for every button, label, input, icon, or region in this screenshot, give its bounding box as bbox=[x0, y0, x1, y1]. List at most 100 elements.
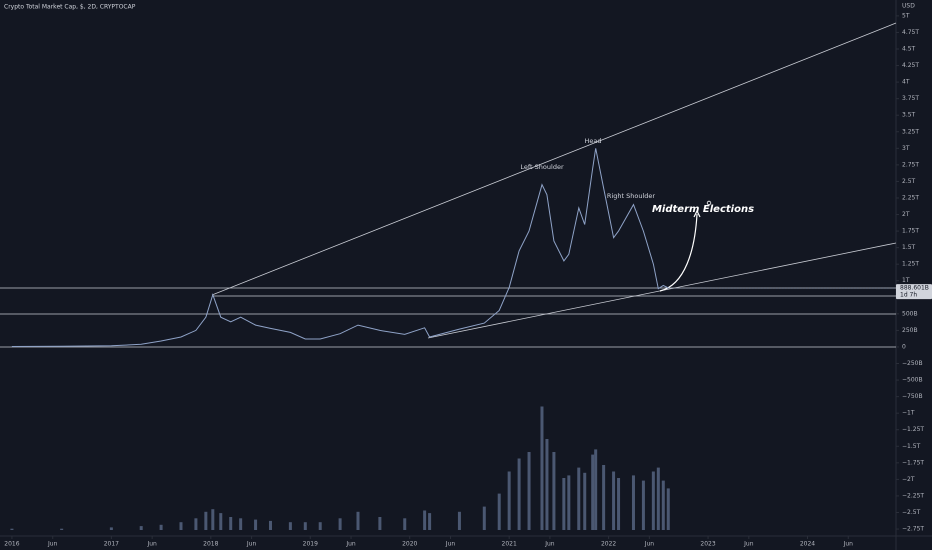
y-tick-label: 3.25T bbox=[902, 128, 919, 135]
volume-bar bbox=[612, 471, 616, 530]
x-tick-label: Jun bbox=[47, 541, 58, 548]
x-tick-label: Jun bbox=[146, 541, 157, 548]
x-tick-label: Jun bbox=[644, 541, 655, 548]
volume-bar bbox=[567, 475, 571, 530]
horizontal-lines bbox=[0, 22, 897, 348]
volume-bar bbox=[527, 452, 531, 530]
marker-dot bbox=[706, 200, 712, 206]
volume-bar bbox=[497, 493, 501, 530]
y-tick-label: 1.75T bbox=[902, 228, 919, 235]
volume-bar bbox=[403, 518, 407, 530]
volume-bar bbox=[303, 522, 307, 530]
volume-bar bbox=[591, 454, 595, 530]
x-tick-label: 2024 bbox=[800, 541, 815, 548]
volume-bar bbox=[288, 522, 292, 530]
volume-bar bbox=[457, 511, 461, 530]
x-tick-label: 2020 bbox=[402, 541, 417, 548]
y-tick-label: 2.75T bbox=[902, 161, 919, 168]
volume-bar bbox=[594, 449, 598, 530]
volume-bar bbox=[651, 471, 655, 530]
volume-bar bbox=[378, 517, 382, 530]
volume-bar bbox=[139, 526, 143, 530]
currency: USD bbox=[902, 3, 915, 10]
arrow-head bbox=[693, 209, 701, 218]
volume-bar bbox=[562, 478, 566, 530]
x-tick-label: Jun bbox=[743, 541, 754, 548]
y-tick-label: 1.5T bbox=[902, 244, 916, 251]
y-tick-label: −250B bbox=[902, 360, 923, 367]
x-tick-label: 2019 bbox=[303, 541, 318, 548]
volume-bar bbox=[602, 465, 606, 530]
y-tick-label: 3.5T bbox=[902, 112, 916, 119]
y-tick-label: −2.5T bbox=[902, 509, 921, 516]
volume-bar bbox=[577, 467, 581, 530]
volume-bar bbox=[194, 518, 198, 530]
volume-bar bbox=[159, 524, 163, 530]
y-tick-label: 4.25T bbox=[902, 62, 919, 69]
volume-bar bbox=[338, 518, 342, 530]
volume-bar bbox=[583, 472, 587, 530]
plot bbox=[11, 148, 896, 347]
annotation: Right Shoulder bbox=[607, 192, 655, 200]
volume-bar bbox=[617, 478, 621, 530]
y-tick-label: −1.5T bbox=[902, 443, 921, 450]
x-tick-label: Jun bbox=[345, 541, 356, 548]
x-tick-label: 2022 bbox=[601, 541, 616, 548]
y-tick-label: −1.25T bbox=[902, 426, 924, 433]
volume-bar bbox=[268, 520, 272, 530]
y-tick-label: 2T bbox=[902, 211, 910, 218]
trend-line bbox=[211, 22, 897, 296]
x-tick-label: Jun bbox=[843, 541, 854, 548]
y-tick-label: 3T bbox=[902, 145, 910, 152]
y-tick-label: −2T bbox=[902, 476, 915, 483]
chart-title: Crypto Total Market Cap, $, 2D, CRYPTOCA… bbox=[4, 4, 136, 11]
volume-bar bbox=[204, 511, 208, 530]
y-tick-label: −1.75T bbox=[902, 459, 924, 466]
volume-bar bbox=[219, 513, 223, 530]
x-tick-label: 2016 bbox=[4, 541, 19, 548]
price-label: 888.601B bbox=[900, 285, 929, 292]
volume-bar bbox=[552, 452, 556, 530]
volume-bar bbox=[109, 527, 113, 530]
y-tick-label: 2.5T bbox=[902, 178, 916, 185]
volume-bar bbox=[631, 475, 635, 530]
volume-bar bbox=[356, 511, 360, 530]
y-tick-label: 0 bbox=[902, 343, 906, 350]
y-tick-label: 4.75T bbox=[902, 29, 919, 36]
y-tick-label: 4.5T bbox=[902, 45, 916, 52]
arrow bbox=[659, 213, 698, 292]
volume-bar bbox=[239, 518, 243, 530]
x-tick-label: 2021 bbox=[502, 541, 517, 548]
volume-bar bbox=[254, 519, 258, 530]
volume-bar bbox=[60, 528, 64, 530]
volume-bar bbox=[641, 480, 645, 530]
y-tick-label: 4T bbox=[902, 79, 910, 86]
volume-bar bbox=[545, 439, 549, 530]
volume-bar bbox=[666, 488, 670, 530]
annotation: Head bbox=[585, 137, 602, 145]
x-tick-label: 2017 bbox=[104, 541, 119, 548]
y-tick-label: 500B bbox=[902, 310, 918, 317]
x-tick-label: 2018 bbox=[203, 541, 218, 548]
countdown: 1d 7h bbox=[900, 292, 917, 299]
volume-bar bbox=[10, 528, 14, 530]
volume-bar bbox=[540, 406, 544, 530]
volume-bar bbox=[211, 509, 215, 530]
volume-bar bbox=[517, 458, 521, 530]
x-tick-label: Jun bbox=[246, 541, 257, 548]
y-tick-label: 3.75T bbox=[902, 95, 919, 102]
y-tick-label: −1T bbox=[902, 410, 915, 417]
volume-bar bbox=[423, 510, 427, 530]
annotation: Left Shoulder bbox=[520, 163, 564, 171]
volume-layer bbox=[10, 406, 670, 530]
x-tick-label: Jun bbox=[544, 541, 555, 548]
volume-bar bbox=[482, 506, 486, 530]
volume-bar bbox=[179, 522, 183, 530]
x-tick-label: 2023 bbox=[700, 541, 715, 548]
x-tick-label: Jun bbox=[445, 541, 456, 548]
y-tick-label: −750B bbox=[902, 393, 923, 400]
y-tick-label: 250B bbox=[902, 327, 918, 334]
y-tick-label: 2.25T bbox=[902, 194, 919, 201]
y-tick-label: 1.25T bbox=[902, 261, 919, 268]
